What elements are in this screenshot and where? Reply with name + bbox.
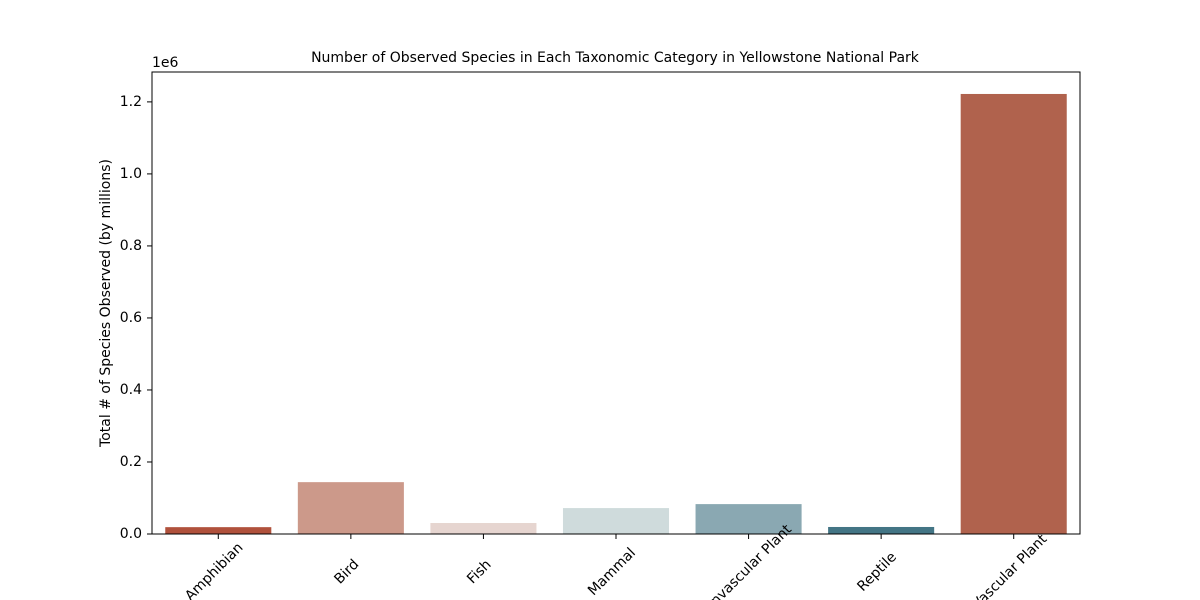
plot-frame	[151, 71, 1081, 535]
x-tick-label: Fish	[464, 557, 494, 587]
y-offset-label: 1e6	[152, 55, 179, 71]
bar	[165, 527, 272, 534]
x-tick-label: Mammal	[585, 545, 639, 599]
x-tick-label: Reptile	[854, 549, 900, 595]
y-tick-label: 0.8	[120, 238, 142, 254]
y-tick-label: 1.0	[120, 166, 142, 182]
y-tick-label: 0.6	[120, 310, 142, 326]
y-axis-label: Total # of Species Observed (by millions…	[98, 159, 114, 448]
x-tick-label: Bird	[331, 556, 362, 587]
y-tick-label: 0.4	[120, 382, 142, 398]
x-tick-label: Vascular Plant	[969, 531, 1051, 600]
bar	[430, 523, 537, 534]
x-tick-label: Amphibian	[182, 540, 246, 600]
bar	[828, 526, 935, 534]
bar	[695, 504, 802, 534]
y-tick-label: 0.0	[120, 526, 142, 542]
chart-title: Number of Observed Species in Each Taxon…	[311, 50, 920, 66]
y-tick-label: 0.2	[120, 454, 142, 470]
bar	[297, 482, 404, 534]
y-tick-label: 1.2	[120, 94, 142, 110]
bar	[960, 93, 1067, 535]
bar	[562, 508, 670, 534]
